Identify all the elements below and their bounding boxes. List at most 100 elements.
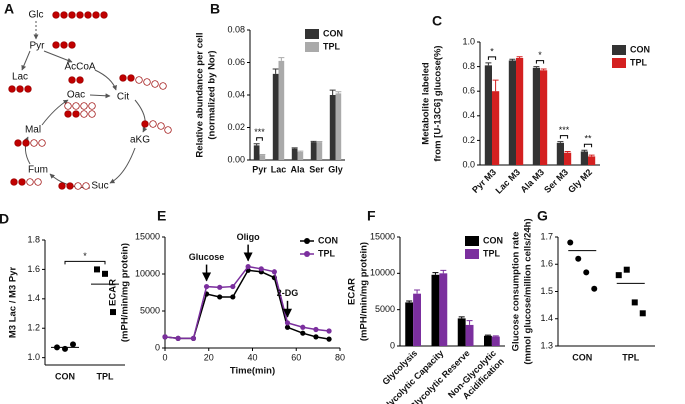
legend-swatch (305, 42, 319, 52)
x-axis-label: Time(min) (230, 366, 275, 377)
error-bar (272, 68, 279, 74)
point (217, 284, 223, 290)
point (162, 334, 168, 340)
y-axis-label: ECAR (347, 278, 358, 305)
point (326, 336, 332, 342)
y-tick-label: 1.5 (540, 286, 553, 296)
x-tick-label: 60 (291, 352, 301, 362)
error-bar (492, 335, 499, 337)
bar (484, 335, 492, 346)
bar (439, 273, 448, 346)
significance-label: *** (254, 127, 265, 137)
point (271, 269, 277, 275)
x-tick-label: CON (572, 352, 592, 362)
panel-label: E (157, 208, 166, 224)
x-tick-label: TPL (622, 352, 640, 362)
bar (291, 148, 298, 160)
point (615, 272, 622, 279)
y-tick-label: 0.0 (462, 159, 475, 169)
error-bar (329, 89, 336, 95)
bar (484, 65, 492, 165)
y-axis-label: Glucose consumption rate (511, 232, 522, 352)
bar (335, 93, 342, 160)
error-bar (278, 57, 285, 61)
legend-swatch (612, 45, 626, 55)
y-tick-label: 0 (155, 342, 160, 352)
point (575, 255, 582, 262)
error-bar (253, 143, 260, 146)
y-tick-label: 0.02 (227, 122, 245, 132)
y-tick-label: 0.08 (227, 24, 245, 34)
point (284, 320, 291, 326)
point (300, 330, 306, 336)
y-tick-label: 1.3 (540, 340, 553, 350)
y-tick-label: 0.06 (227, 57, 245, 67)
node: Oac (67, 90, 85, 101)
y-tick-label: 1.2 (27, 323, 40, 333)
y-tick-label: 1.0 (27, 352, 40, 362)
bar (259, 155, 266, 160)
bar (431, 274, 440, 346)
x-tick-label: Ala (290, 164, 305, 174)
error-bar (484, 334, 491, 336)
legend-swatch (304, 238, 310, 244)
panel-label: A (4, 1, 14, 17)
error-bar (406, 300, 413, 303)
node: Pyr (30, 41, 46, 52)
x-tick-label: Lac (271, 164, 287, 174)
point (190, 335, 197, 341)
point (591, 285, 598, 292)
node: aKG (130, 135, 150, 146)
significance-label: ** (584, 134, 592, 144)
x-tick-label: TPL (97, 371, 115, 381)
y-tick-label: 0.4 (462, 110, 475, 120)
bar (532, 67, 540, 165)
y-tick-label: 1.6 (27, 264, 40, 274)
panel-label: D (0, 211, 9, 227)
y-tick-label: 1.6 (540, 259, 553, 269)
panel-a: A Glc Pyr Lac AcCoA Cit Oac aKG Mal Fum … (4, 1, 172, 192)
y-tick-label: 0.2 (462, 135, 475, 145)
x-tick-label: Ser (309, 164, 324, 174)
legend-label: CON (483, 235, 503, 245)
bar (272, 73, 279, 160)
bar (253, 145, 260, 160)
error-bar (564, 150, 571, 153)
point (583, 269, 590, 276)
annotation: 2-DG (277, 288, 299, 298)
error-bar (414, 289, 421, 294)
y-tick-label: 0 (390, 340, 395, 350)
point (217, 294, 223, 300)
bar (540, 70, 548, 165)
significance-bracket (487, 56, 497, 60)
point (313, 326, 319, 333)
x-tick-label: Pyr M3 (470, 167, 498, 195)
significance-bracket (64, 260, 106, 265)
node: AcCoA (64, 62, 95, 73)
node: Lac (12, 72, 28, 83)
x-tick-label: Pyr (252, 164, 267, 174)
y-tick-label: 15000 (135, 231, 160, 241)
y-tick-label: 10000 (135, 268, 160, 278)
y-tick-label: 0.00 (227, 154, 245, 164)
bar (508, 60, 516, 166)
node: Mal (25, 125, 41, 136)
x-tick-label: 20 (204, 352, 214, 362)
legend-swatch (612, 58, 626, 68)
point (62, 345, 68, 352)
point (230, 294, 236, 300)
legend-swatch (465, 249, 479, 259)
x-tick-label: Ala M3 (519, 167, 547, 195)
y-axis-label: ECAR (108, 279, 119, 306)
legend-label: TPL (323, 41, 341, 51)
significance-bracket (256, 137, 263, 141)
x-tick-label: CON (55, 371, 75, 381)
point (258, 266, 264, 272)
annotation: Glucose (189, 252, 225, 262)
legend-swatch (465, 236, 479, 246)
panel-label: F (367, 208, 376, 224)
legend-label: CON (318, 235, 338, 245)
x-tick-label: Gly (328, 164, 343, 174)
panel-label: G (537, 208, 548, 224)
point (284, 324, 291, 330)
